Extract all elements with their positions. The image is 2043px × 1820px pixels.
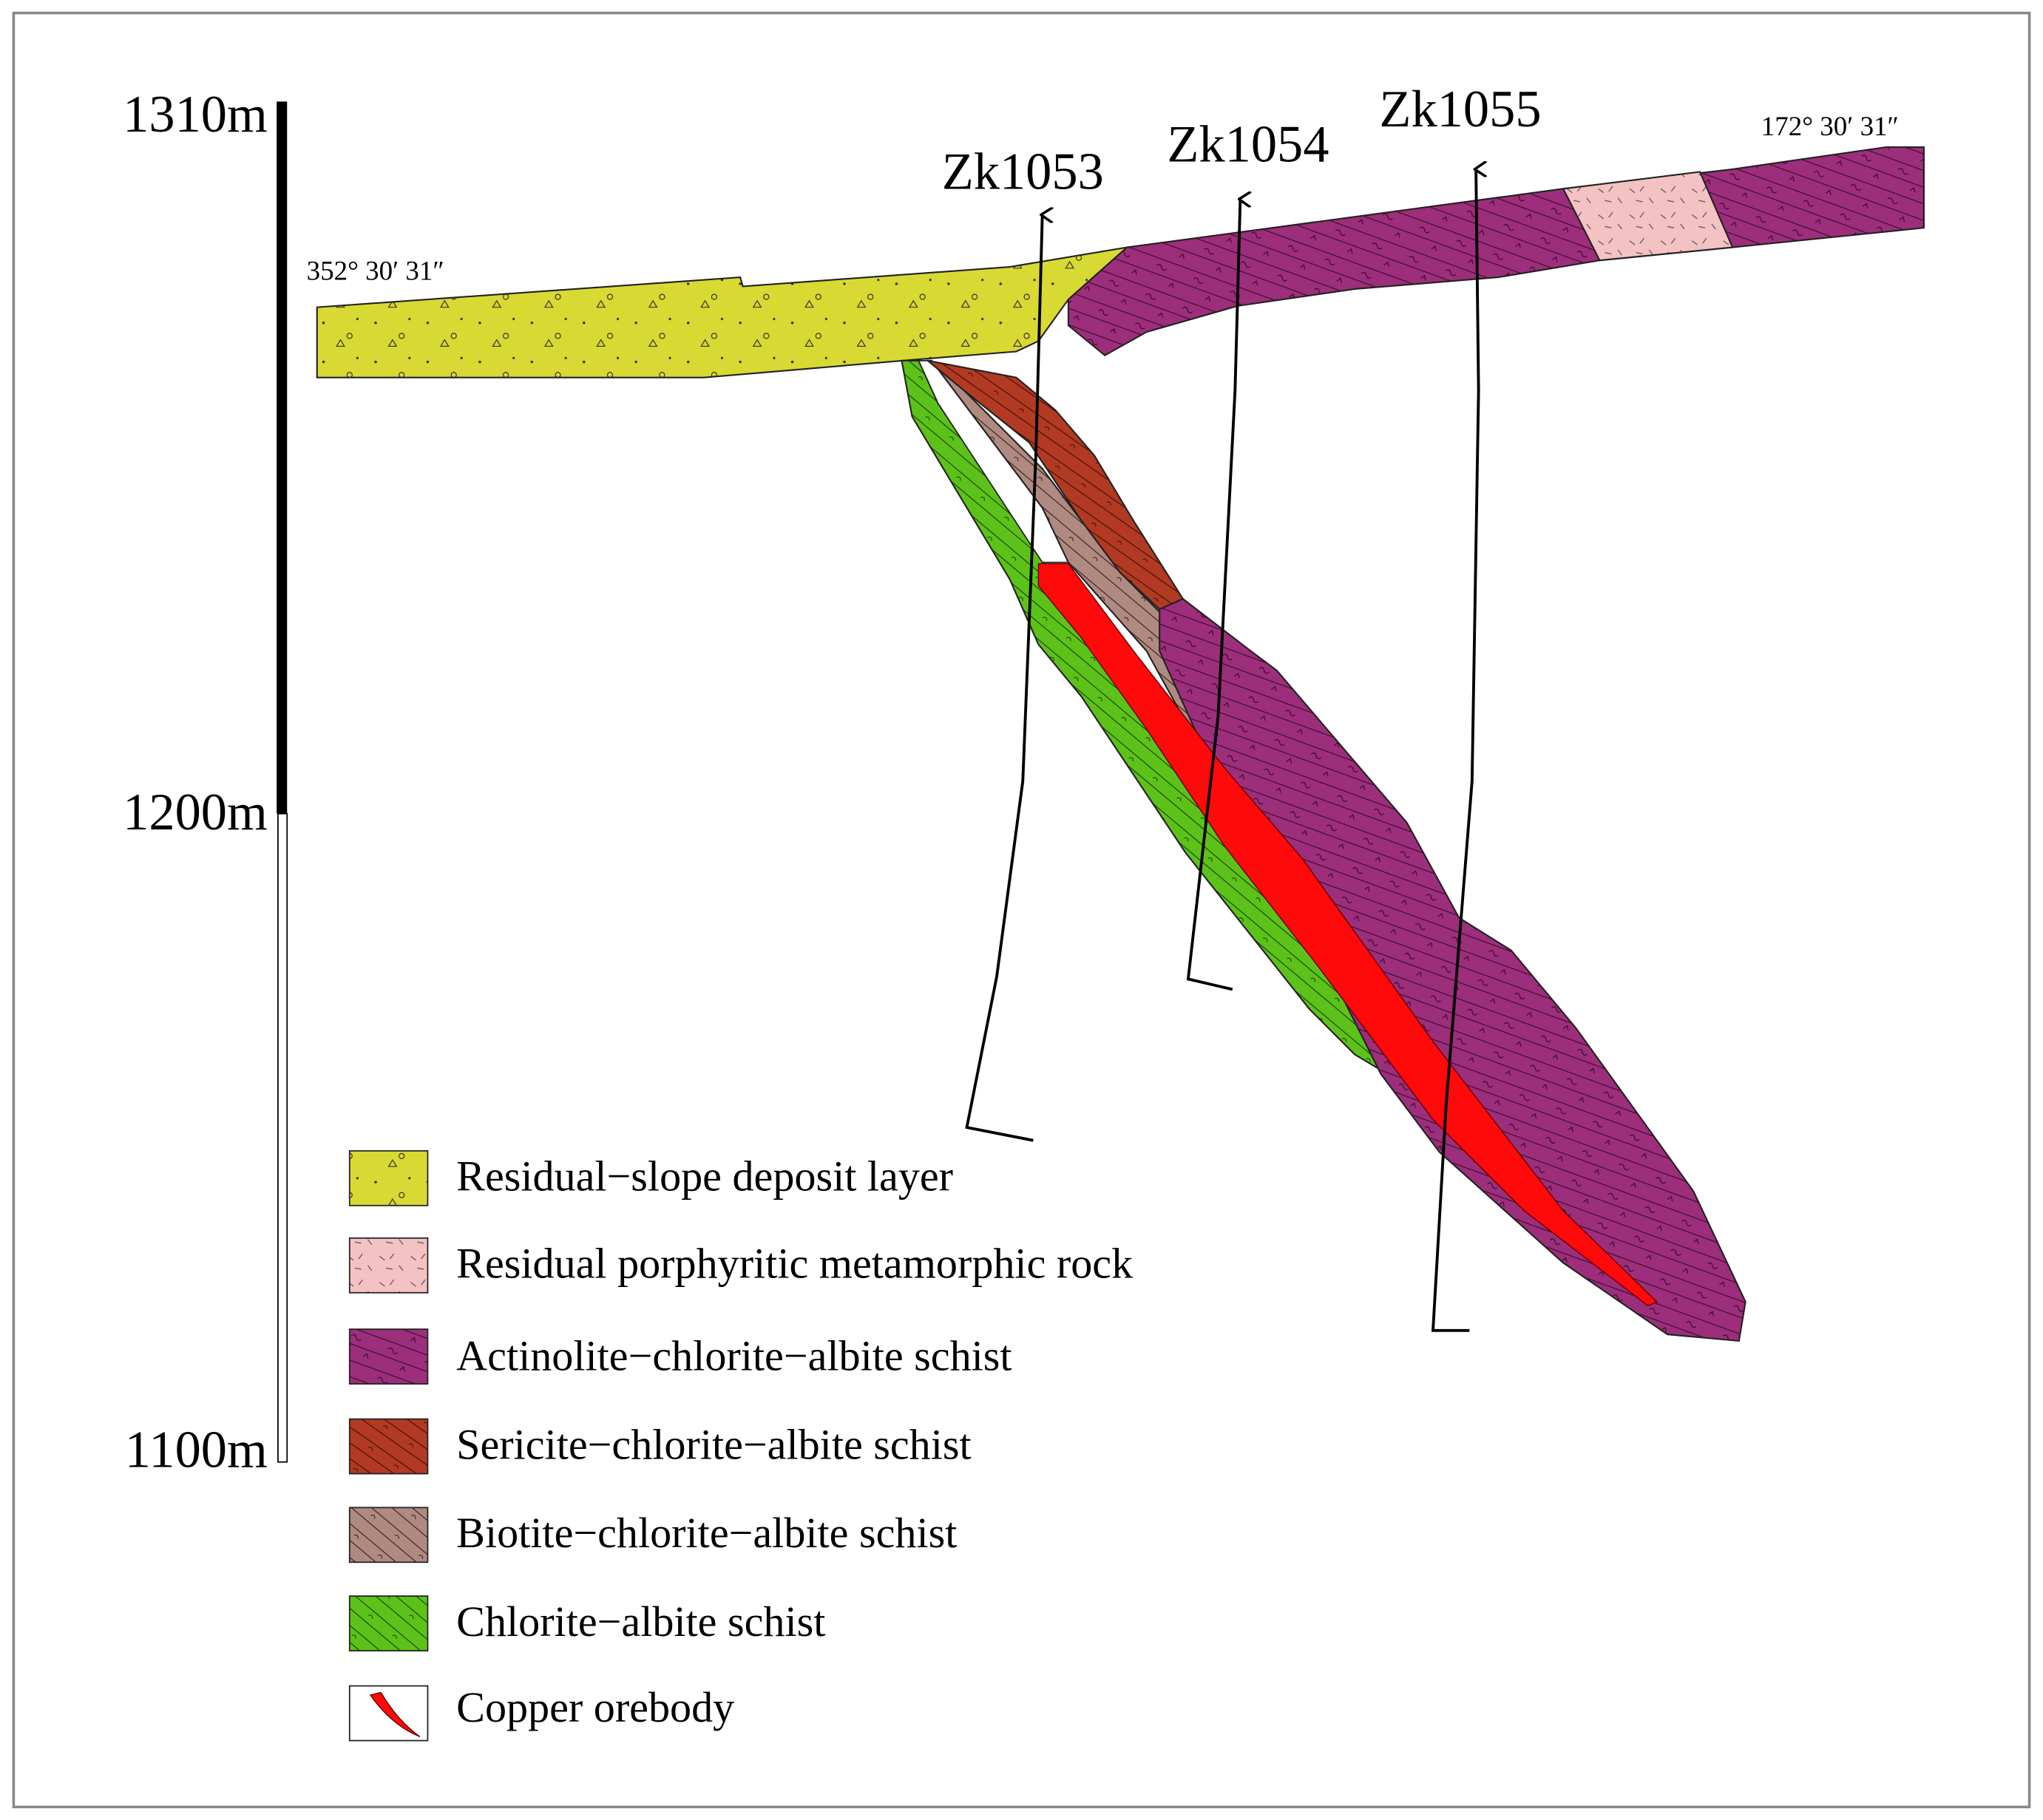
drill-hole <box>1431 169 1479 1332</box>
porphyritic-rock <box>1562 171 1734 262</box>
legend-label: Actinolite−chlorite−albite schist <box>456 1332 1012 1380</box>
legend-label: Chlorite−albite schist <box>456 1597 825 1646</box>
residual-slope-layer <box>316 245 1130 378</box>
legend-swatch <box>348 1507 429 1563</box>
drill-hole <box>965 215 1043 1142</box>
frame <box>12 11 2031 1809</box>
legend: Residual−slope deposit layer Residual po… <box>348 1150 1134 1742</box>
actinolite-schist-lower <box>1159 597 1746 1342</box>
legend-swatch <box>348 1328 429 1385</box>
copper-orebody <box>1037 563 1659 1307</box>
drill-hole-label: Zk1054 <box>1167 115 1329 173</box>
drill-hole-label: Zk1053 <box>942 143 1104 200</box>
legend-ore-icon <box>369 1691 421 1737</box>
scale-label: 1310m <box>123 86 268 143</box>
drill-hole <box>1186 199 1240 991</box>
actinolite-schist-top <box>1067 146 1925 357</box>
legend-swatch <box>348 1685 429 1742</box>
legend-swatch <box>348 1418 429 1475</box>
drill-hole-label: Zk1055 <box>1379 81 1541 138</box>
scale-bar-black <box>277 101 288 814</box>
scale-bar-white <box>277 812 288 1463</box>
bearing-label: 352° 30′ 31″ <box>307 256 444 286</box>
legend-label: Residual porphyritic metamorphic rock <box>456 1240 1134 1288</box>
legend-swatch <box>348 1150 429 1206</box>
legend-label: Copper orebody <box>456 1683 734 1731</box>
legend-label: Sericite−chlorite−albite schist <box>456 1420 971 1468</box>
legend-label: Biotite−chlorite−albite schist <box>456 1509 957 1557</box>
legend-label: Residual−slope deposit layer <box>456 1152 953 1201</box>
scale-label: 1200m <box>123 784 268 841</box>
legend-swatch <box>348 1595 429 1651</box>
scale-label: 1100m <box>125 1422 268 1479</box>
legend-swatch <box>348 1237 429 1294</box>
bearing-label: 172° 30′ 31″ <box>1761 111 1899 141</box>
